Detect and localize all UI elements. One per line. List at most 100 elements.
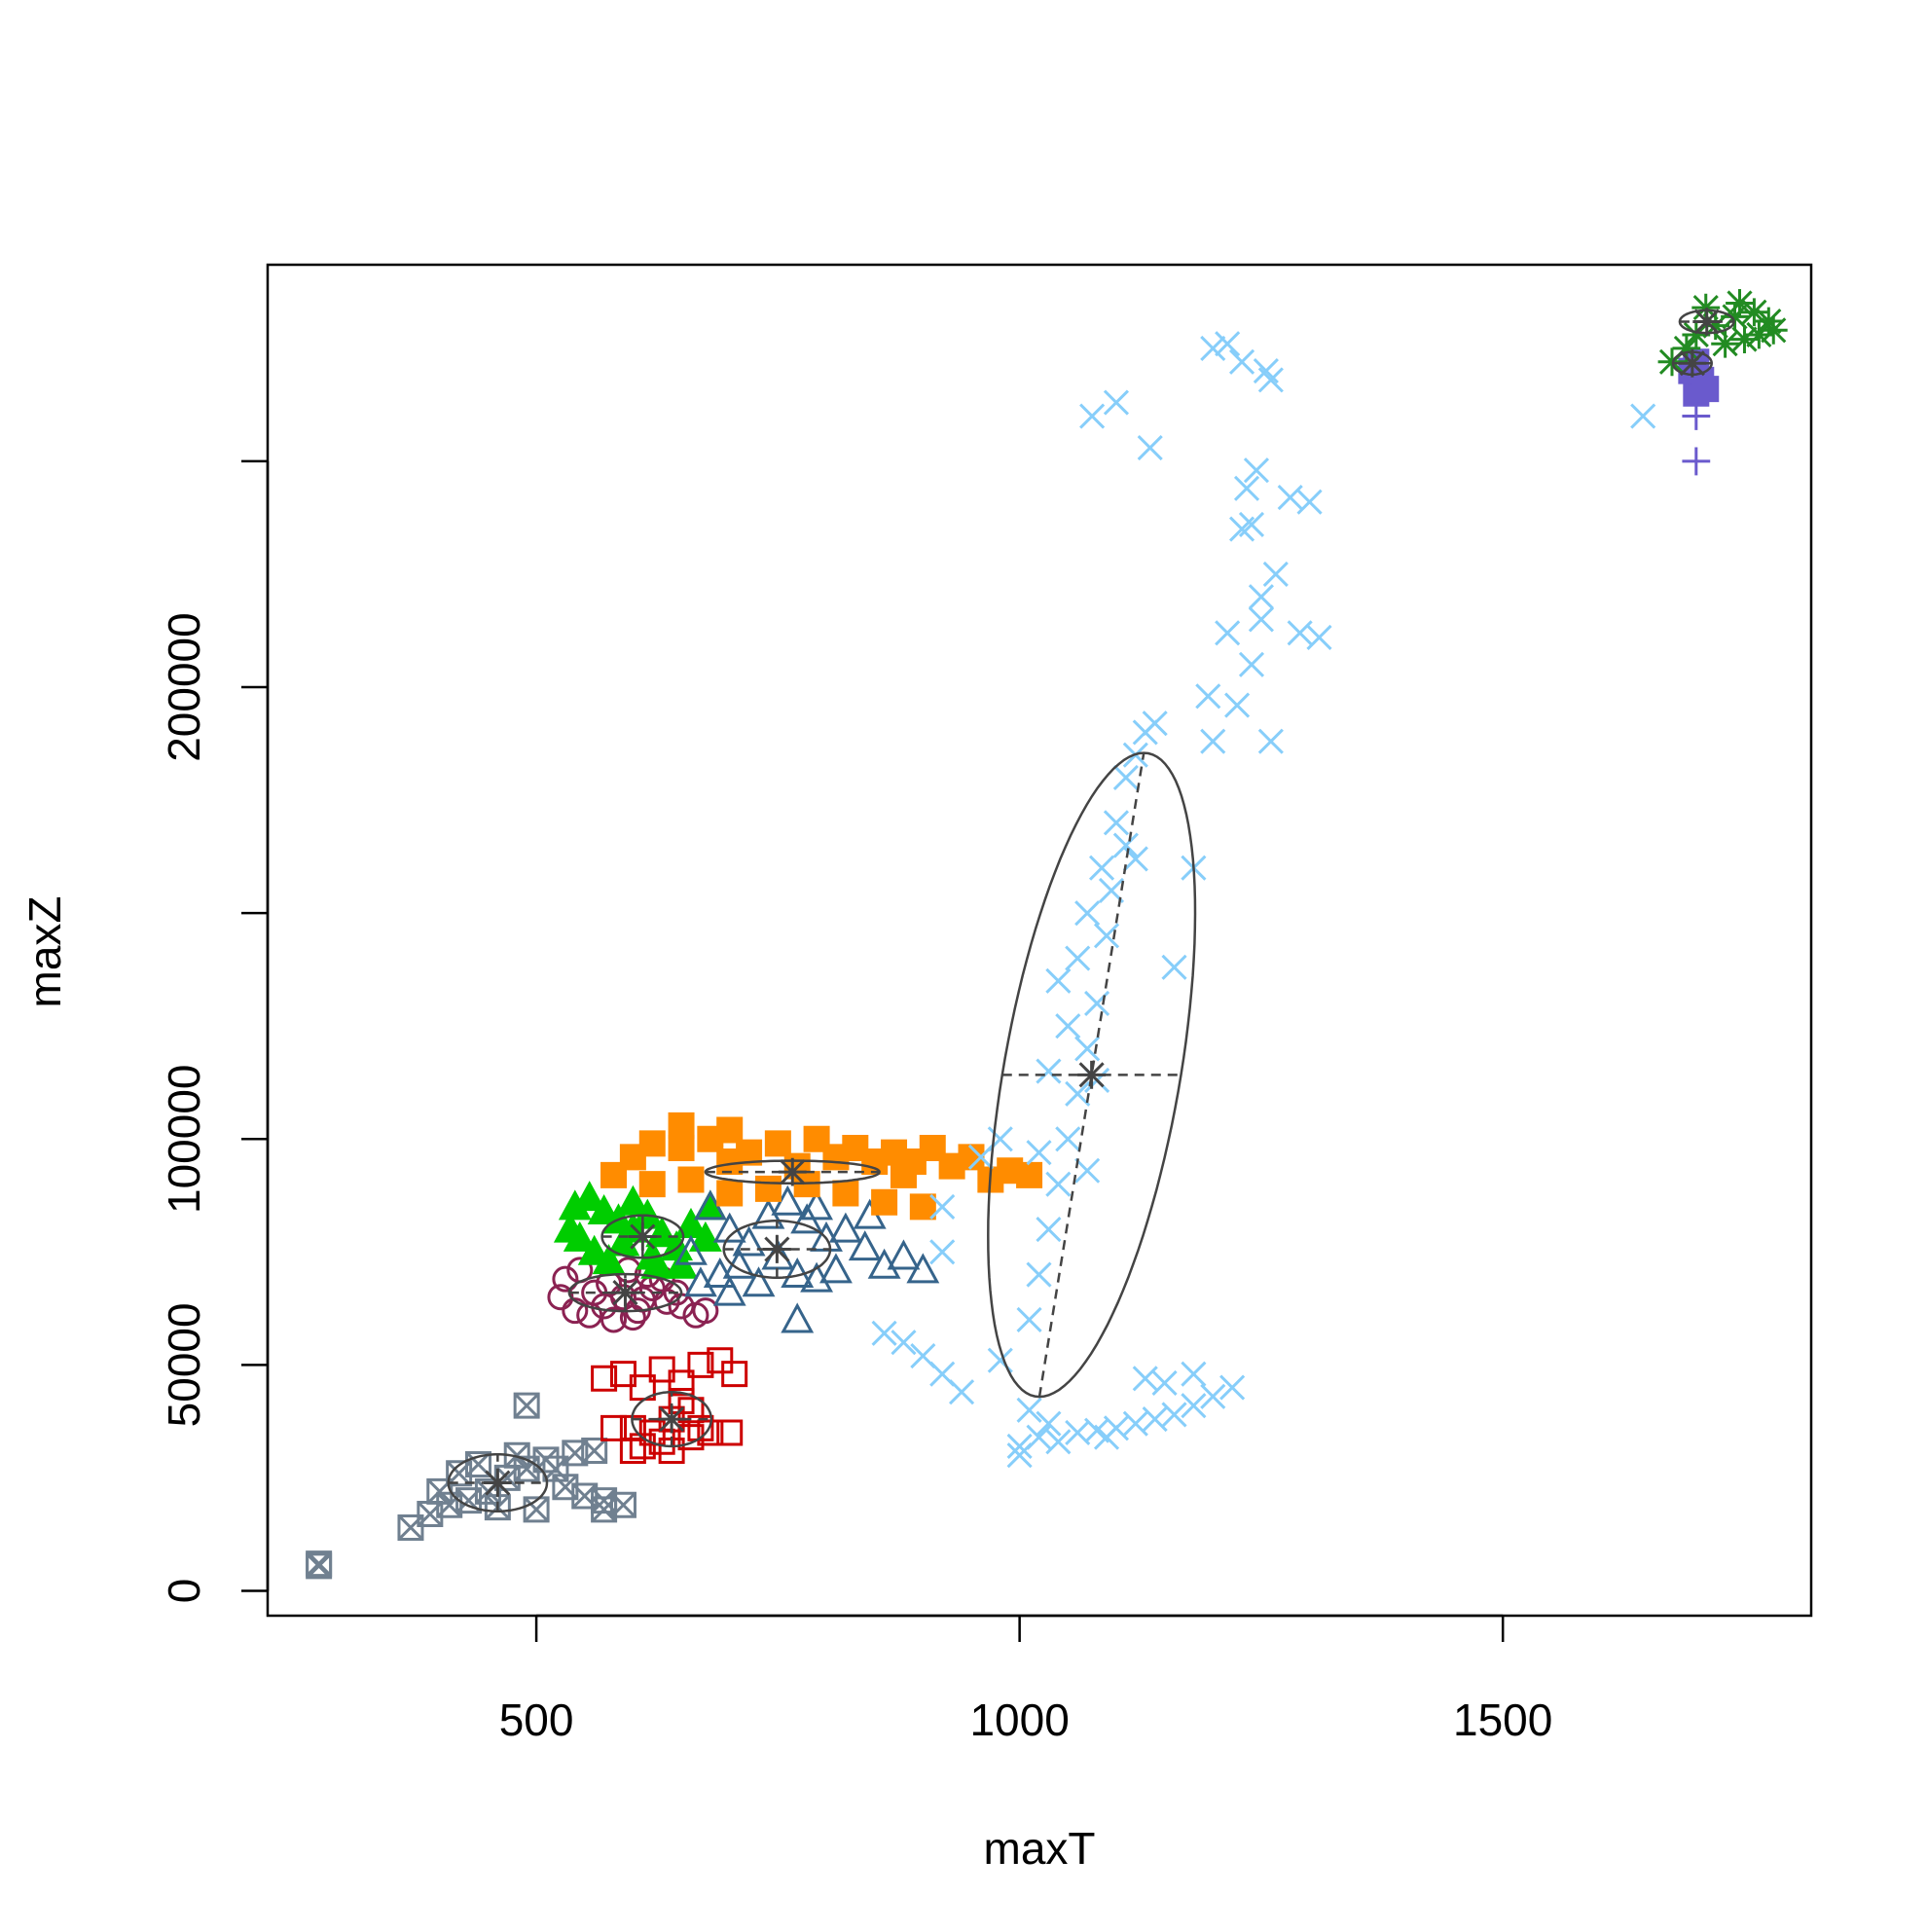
point [1065,945,1091,971]
point [1161,1402,1187,1428]
point [619,1438,646,1465]
point [677,1424,705,1451]
point [668,1112,695,1139]
point [687,1351,714,1378]
point [513,1392,540,1419]
point [938,1152,965,1180]
point [1103,810,1130,836]
series [1657,289,1788,377]
point [967,1144,994,1170]
point [1248,606,1274,633]
point [1137,434,1163,461]
point [712,1275,746,1306]
point [668,1293,695,1320]
point [732,1225,766,1257]
point [1161,954,1187,980]
point [716,1116,744,1144]
point [668,1135,695,1162]
y-axis-label: maxZ [19,896,70,1008]
point [591,1293,618,1320]
point [553,1212,587,1243]
point [1248,584,1274,610]
point [1026,1261,1052,1288]
point [781,1302,815,1333]
y-tick-label: 0 [159,1579,209,1604]
point [736,1139,763,1166]
point [1142,1406,1168,1433]
point [890,1161,917,1188]
point [1682,447,1711,476]
centroid [1678,348,1707,378]
point [1045,967,1072,994]
point [929,1239,956,1265]
point [1016,1397,1042,1423]
point [1277,485,1303,511]
point [677,1166,705,1193]
point [1200,1383,1226,1409]
point [1233,475,1260,501]
point [1036,1217,1062,1243]
x-tick-label: 1500 [1453,1695,1552,1745]
point [638,1171,666,1198]
point [614,1257,641,1284]
point [1721,302,1749,331]
point [1195,683,1221,710]
point [648,1356,675,1383]
point [891,1330,917,1356]
point [764,1130,791,1157]
centroid [778,1157,807,1186]
point [581,1438,608,1465]
ellipse-axis [1037,752,1145,1398]
point [1296,489,1323,515]
point [1026,1140,1052,1166]
point [1093,1424,1120,1450]
point [871,1188,898,1216]
point [688,1221,722,1252]
point [1112,832,1139,858]
series [306,1392,636,1580]
point [828,1212,862,1243]
point [1306,624,1332,651]
series [1682,402,1711,476]
y-tick-label: 100000 [159,1065,209,1215]
point [1754,307,1783,336]
point [572,1181,606,1212]
point [1692,376,1720,403]
point [1215,331,1241,357]
point [819,1253,853,1284]
point [648,1428,675,1455]
point [716,1419,744,1446]
point [1672,334,1701,363]
point [552,1265,579,1293]
centroid [657,1404,686,1434]
point [587,1193,621,1225]
point [562,1297,589,1325]
point [1074,1157,1101,1184]
x-axis-label: maxT [984,1823,1096,1874]
point [566,1257,594,1284]
series [871,331,1656,1469]
point [503,1441,530,1469]
y-tick-label: 50000 [159,1302,209,1427]
point [1055,1013,1081,1039]
point [1142,711,1168,737]
y-tick-label: 200000 [159,612,209,762]
point [1055,1126,1081,1152]
point [1016,1161,1043,1188]
point [1238,511,1265,537]
point [929,1193,956,1220]
centroid [1077,1060,1107,1089]
point [1200,728,1226,754]
point [1016,1306,1042,1333]
point [1074,1036,1101,1062]
point [1151,1369,1178,1396]
point [1740,298,1768,327]
point [1181,1361,1207,1387]
point [909,1193,936,1221]
series [553,1181,727,1279]
point [1088,855,1115,881]
point [1711,329,1740,358]
point [1215,620,1241,646]
point [591,1365,618,1392]
point [1287,620,1313,646]
